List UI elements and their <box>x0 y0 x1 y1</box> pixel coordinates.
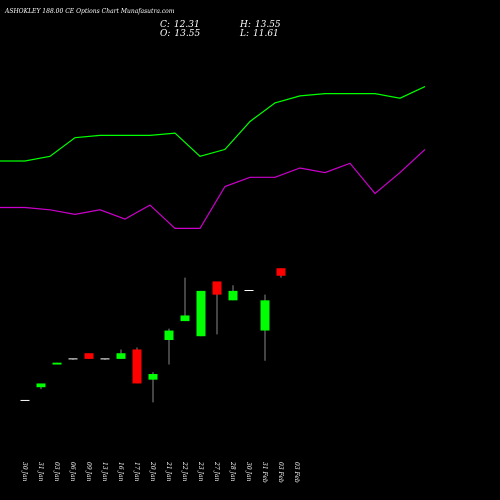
close-readout: C: 12.31 <box>160 20 200 30</box>
high-readout: H: 13.55 <box>240 20 281 30</box>
close-value: 12.31 <box>173 20 200 30</box>
x-tick-label: 23 Jan <box>197 461 204 482</box>
x-tick-label: 17 Jan <box>133 462 140 482</box>
x-tick-label: 30 Jan <box>245 462 252 482</box>
x-tick-label: 31 Jan <box>37 462 44 482</box>
x-tick-label: 03 Jan <box>53 462 60 482</box>
candle-bull <box>228 290 238 301</box>
candle-bull <box>260 300 270 331</box>
candle-bull <box>196 290 206 337</box>
x-tick-label: 16 Jan <box>117 462 124 482</box>
candle-bull <box>36 383 46 388</box>
x-tick-label: 28 Jan <box>229 461 236 482</box>
open-label: O: <box>160 29 171 39</box>
x-tick-label: 09 Jan <box>85 462 92 482</box>
close-label: C: <box>160 20 170 30</box>
x-tick-label: 30 Jan <box>21 462 28 482</box>
open-value: 13.55 <box>174 29 201 39</box>
x-tick-label: 06 Jan <box>69 462 76 482</box>
low-value: 11.61 <box>253 29 279 39</box>
chart-title: ASHOKLEY 188.00 CE Options Chart Munafas… <box>5 8 175 15</box>
candle-bear <box>132 349 142 384</box>
x-tick-label: 27 Jan <box>213 461 220 482</box>
x-tick-label: 21 Jan <box>165 461 172 482</box>
candle-bear <box>212 281 222 295</box>
x-tick-label: 03 Feb <box>277 462 284 483</box>
high-value: 13.55 <box>254 20 281 30</box>
upper-band-line <box>0 86 426 162</box>
candle-bull <box>164 330 174 340</box>
x-tick-label: 22 Jan <box>181 461 188 482</box>
candle-bear <box>276 268 286 276</box>
candle-bull <box>52 362 62 365</box>
low-label: L: <box>240 29 250 39</box>
lower-band-line <box>0 148 426 229</box>
candle-bull <box>116 353 126 359</box>
high-label: H: <box>240 20 251 30</box>
x-tick-label: 13 Jan <box>101 462 108 482</box>
open-readout: O: 13.55 <box>160 29 200 39</box>
candle-bear <box>84 353 94 359</box>
low-readout: L: 11.61 <box>240 29 279 39</box>
candle-bull <box>180 315 190 322</box>
candle-bull <box>148 374 158 380</box>
x-tick-label: 31 Feb <box>261 462 268 483</box>
x-tick-label: 20 Jan <box>149 461 156 482</box>
x-tick-label: 03 Feb <box>293 462 300 483</box>
